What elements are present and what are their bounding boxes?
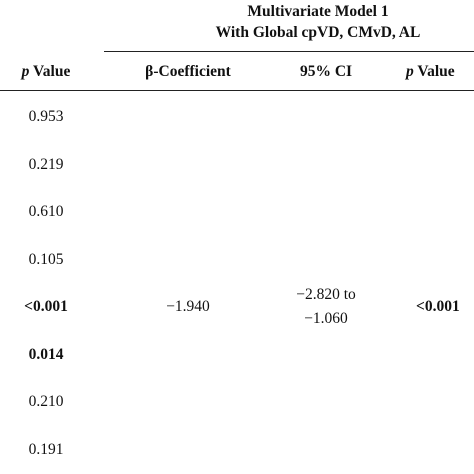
italic-symbol: p bbox=[21, 63, 30, 80]
column-header: p Value bbox=[406, 63, 455, 81]
p-value-cell: 0.953 bbox=[28, 108, 64, 125]
p-value-cell: 0.610 bbox=[28, 203, 64, 220]
column-header: p Value bbox=[22, 63, 71, 81]
italic-symbol: p bbox=[406, 63, 414, 80]
group-title-line-2: With Global cpVD, CMvD, AL bbox=[215, 24, 421, 41]
p-value-cell: 0.014 bbox=[28, 345, 64, 363]
column-header: 95% CI bbox=[299, 63, 353, 80]
p-value-cell: 0.105 bbox=[28, 250, 64, 268]
beta-cell: −1.940 bbox=[166, 298, 210, 315]
p-value-cell: <0.001 bbox=[416, 298, 460, 315]
column-label: Value bbox=[33, 63, 71, 80]
p-value-cell: 0.219 bbox=[28, 155, 64, 173]
ci-cell: −1.060 bbox=[304, 310, 348, 327]
p-value-cell: 0.191 bbox=[28, 440, 64, 458]
p-value-cell: <0.001 bbox=[24, 298, 68, 315]
p-value-cell: 0.210 bbox=[28, 393, 64, 410]
group-rule bbox=[104, 51, 474, 52]
column-label: Value bbox=[417, 63, 455, 80]
header-rule bbox=[0, 90, 474, 91]
ci-cell: −2.820 to bbox=[296, 286, 356, 303]
group-title-line-1: Multivariate Model 1 bbox=[247, 3, 389, 20]
column-header: β-Coefficient bbox=[145, 63, 231, 80]
